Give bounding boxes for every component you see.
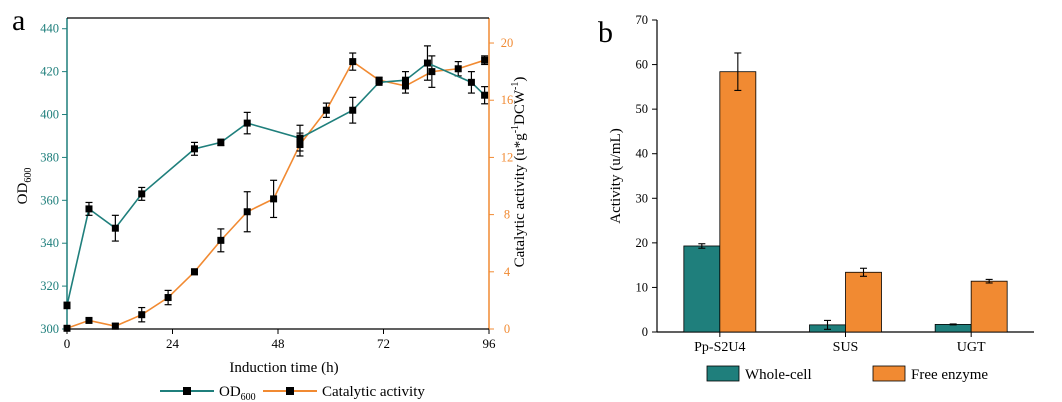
bar-whole-cell (683, 245, 721, 333)
point-catalytic-activity (481, 56, 489, 64)
panel-b-y-tick-label: 30 (636, 191, 649, 205)
panel-a-axes: 0 24 48 72 963003203403603804004204400481216… (40, 17, 514, 351)
legend-label-whole-cell: Whole-cell (745, 367, 812, 383)
panel-a-left-tick-label: 360 (40, 193, 59, 207)
bar-whole-cell (934, 324, 972, 333)
point-od600 (111, 224, 119, 232)
panel-b-y-tick-label: 60 (636, 58, 649, 72)
point-od600 (467, 78, 475, 86)
panel-b-y-tick-label: 0 (642, 325, 648, 339)
panel-b-category-label: Pp-S2U4 (694, 340, 745, 355)
bar-free-enzyme (719, 71, 757, 333)
point-catalytic-activity (243, 208, 251, 216)
panel-a-right-tick-label: 20 (501, 36, 514, 50)
panel-a-right-y-axis-label: Catalytic activity (u*g-1DCW-1) (510, 77, 528, 268)
point-od600 (481, 91, 489, 99)
panel-b-legend: Whole-cell Free enzyme (706, 365, 988, 383)
point-catalytic-activity (454, 65, 462, 73)
legend-label-catalytic-activity: Catalytic activity (322, 384, 425, 400)
panel-a-left-tick-label: 400 (40, 108, 59, 122)
point-catalytic-activity (428, 68, 436, 76)
legend-swatch-whole-cell (706, 365, 740, 382)
bar-free-enzyme (845, 271, 882, 333)
point-catalytic-activity (349, 58, 357, 66)
series-catalytic-activity (63, 52, 489, 332)
point-od600 (375, 78, 383, 86)
point-od600 (296, 134, 304, 142)
panel-b-y-axis-label: Activity (u/mL) (608, 128, 624, 223)
point-od600 (217, 138, 225, 146)
point-catalytic-activity (217, 236, 225, 244)
panel-a-left-tick-label: 320 (40, 279, 59, 293)
point-od600 (349, 106, 357, 114)
panel-a-right-tick-label: 4 (504, 265, 511, 279)
panel-a-left-tick-label: 440 (40, 22, 59, 36)
point-catalytic-activity (164, 294, 172, 302)
panel-a-label: a (12, 4, 25, 37)
panel-a-x-tick-label: 96 (483, 336, 497, 351)
panel-b-y-tick-label: 40 (636, 147, 649, 161)
legend-item-catalytic-activity: Catalytic activity (263, 384, 425, 400)
panel-a-x-tick-label: 72 (377, 336, 390, 351)
panel-a-x-axis-label: Induction time (h) (229, 360, 338, 376)
point-od600 (190, 145, 198, 153)
legend-item-od600: OD600 (160, 384, 256, 402)
panel-a-x-tick-label: 24 (166, 336, 180, 351)
point-od600 (401, 76, 409, 84)
series-line-od600 (66, 62, 486, 306)
panel-a-right-tick-label: 8 (504, 208, 510, 222)
panel-a-right-tick-label: 0 (504, 322, 510, 336)
panel-a-x-tick-label: 48 (272, 336, 285, 351)
panel-a-left-tick-label: 380 (40, 150, 59, 164)
point-od600 (243, 119, 251, 127)
panel-a-line-chart: a 0 24 48 72 9630032034036038040042044004812… (12, 4, 528, 402)
point-catalytic-activity (322, 106, 330, 114)
bar-free-enzyme (970, 280, 1008, 333)
panel-b-bar-chart: b 0 10 20 30 40 50 60 70 Pp-S2U4 SUS UGT Activity … (598, 13, 1034, 383)
panel-a-left-tick-label: 300 (40, 322, 59, 336)
panel-a-right-tick-label: 16 (501, 93, 514, 107)
point-catalytic-activity (190, 268, 198, 276)
panel-a-left-tick-label: 340 (40, 236, 59, 250)
panel-a-marks (63, 45, 489, 332)
point-catalytic-activity (270, 195, 278, 203)
legend-marker-od600 (183, 387, 191, 395)
panel-b-y-tick-label: 70 (636, 13, 649, 27)
point-catalytic-activity (138, 311, 146, 319)
panel-a-left-tick-label: 420 (40, 65, 59, 79)
point-catalytic-activity (85, 316, 93, 324)
panel-b-y-tick-label: 10 (636, 280, 649, 294)
legend-label-od600: OD600 (219, 384, 256, 402)
point-catalytic-activity (111, 322, 119, 330)
panel-b-y-tick-label: 20 (636, 236, 649, 250)
legend-marker-catalytic-activity (286, 387, 294, 395)
series-od600 (63, 45, 489, 310)
point-od600 (423, 59, 431, 67)
panel-a-x-tick-label: 0 (64, 336, 71, 351)
legend-item-free-enzyme: Free enzyme (872, 365, 988, 383)
panel-a-legend: OD600 Catalytic activity (160, 384, 425, 402)
panel-b-marks (683, 52, 1008, 333)
panel-b-label: b (598, 16, 613, 49)
panel-b-category-label: SUS (833, 340, 859, 355)
legend-swatch-free-enzyme (872, 365, 906, 382)
point-catalytic-activity (63, 324, 71, 332)
point-od600 (85, 205, 93, 213)
panel-b-y-tick-label: 50 (636, 102, 649, 116)
legend-label-free-enzyme: Free enzyme (911, 367, 988, 383)
series-line-catalytic-activity (66, 59, 485, 330)
point-od600 (138, 190, 146, 198)
point-od600 (63, 301, 71, 309)
panel-b-category-label: UGT (957, 340, 986, 355)
panel-a-left-y-axis-label: OD600 (15, 168, 34, 205)
panel-a-right-tick-label: 12 (501, 150, 514, 164)
legend-item-whole-cell: Whole-cell (706, 365, 812, 383)
